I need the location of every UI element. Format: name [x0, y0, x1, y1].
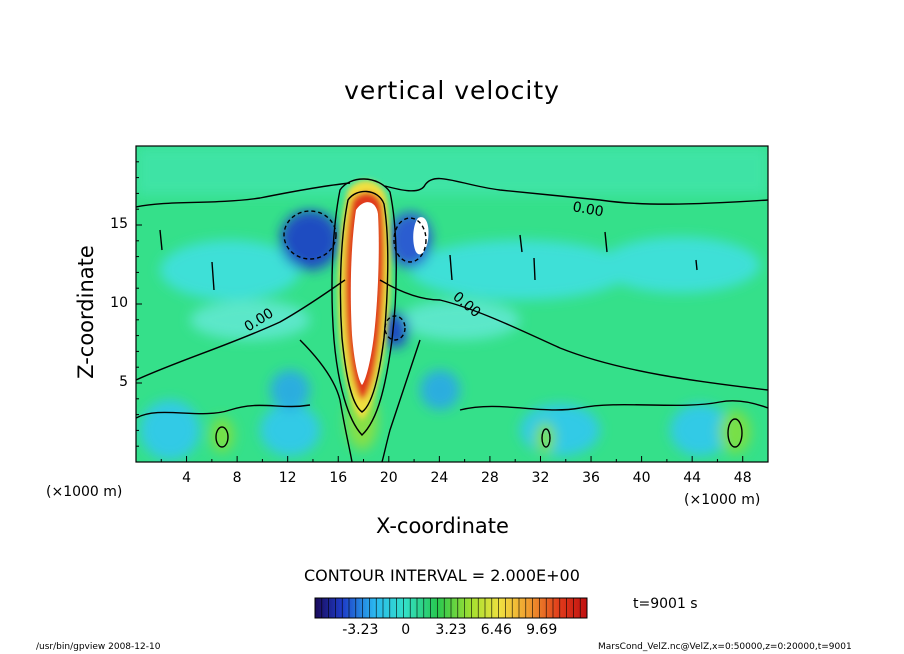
x-tick-label: 40 [632, 470, 651, 486]
footer-right: MarsCond_VelZ.nc@VelZ,x=0:50000,z=0:2000… [598, 642, 852, 652]
y-tick-label: 5 [119, 374, 128, 390]
colorbar-tick-label: 9.69 [526, 622, 558, 638]
x-axis-label: X-coordinate [376, 514, 509, 538]
colorbar-tick-label: 0 [401, 622, 411, 638]
y-axis-label: Z-coordinate [74, 245, 98, 379]
colorbar-tick-marks [321, 598, 581, 618]
contour-label: 0.00 [571, 199, 604, 220]
colorbar-tick-label: 6.46 [480, 622, 512, 638]
y-tick-label: 15 [110, 216, 128, 232]
x-unit-right: (×1000 m) [684, 492, 761, 508]
x-unit-left: (×1000 m) [46, 484, 123, 500]
x-tick-label: 16 [329, 470, 348, 486]
x-tick-label: 24 [430, 470, 449, 486]
x-tick-label: 20 [379, 470, 398, 486]
x-tick-label: 36 [582, 470, 600, 486]
chart-title: vertical velocity [344, 76, 560, 105]
x-tick-label: 28 [480, 470, 499, 486]
footer-left: /usr/bin/gpview 2008-12-10 [36, 642, 161, 652]
heatmap-field [136, 146, 768, 462]
contour-interval-label: CONTOUR INTERVAL = 2.000E+00 [304, 566, 580, 585]
y-tick-marks [136, 161, 142, 447]
contour-lines [136, 177, 768, 462]
x-tick-label: 8 [232, 470, 242, 486]
x-tick-label: 32 [531, 470, 550, 486]
time-label: t=9001 s [633, 596, 698, 612]
colorbar-tick-label: -3.23 [342, 622, 379, 638]
x-tick-label: 44 [683, 470, 702, 486]
x-tick-label: 48 [733, 470, 752, 486]
x-tick-marks [160, 456, 744, 462]
y-tick-label: 10 [110, 295, 128, 311]
x-tick-label: 12 [278, 470, 297, 486]
colorbar-tick-label: 3.23 [435, 622, 467, 638]
x-tick-label: 4 [182, 470, 191, 486]
